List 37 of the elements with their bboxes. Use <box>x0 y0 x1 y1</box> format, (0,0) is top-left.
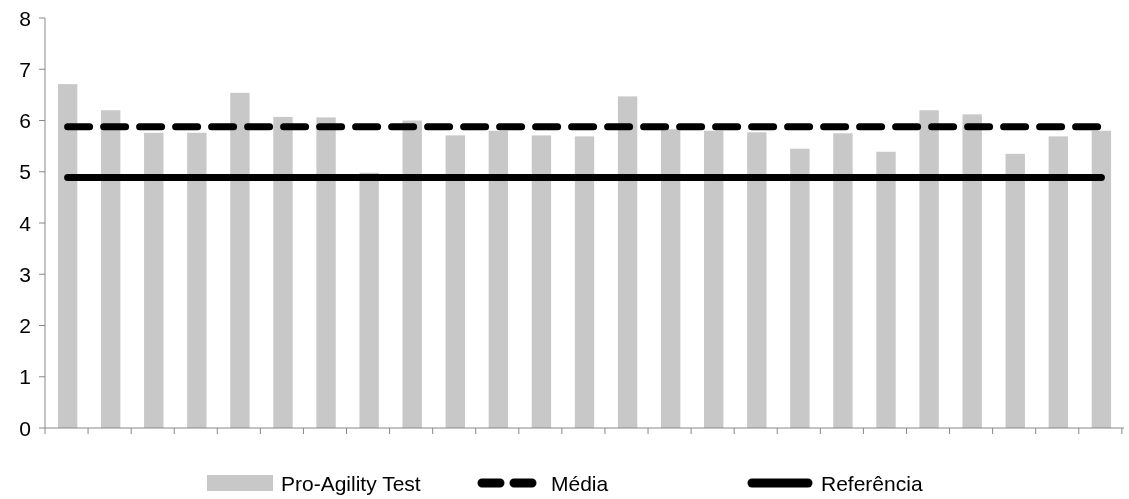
y-tick-label: 6 <box>19 109 31 132</box>
bar <box>1091 130 1112 428</box>
bar <box>1005 153 1025 428</box>
bar <box>57 84 78 428</box>
bar <box>445 135 465 428</box>
bar <box>187 132 207 428</box>
bar <box>962 114 982 428</box>
bar <box>833 133 853 428</box>
bar <box>101 110 121 428</box>
bar <box>402 120 422 428</box>
bar <box>876 151 896 428</box>
bar <box>617 96 638 428</box>
legend-label: Média <box>551 471 609 495</box>
y-tick-label: 0 <box>19 416 31 440</box>
y-tick-label: 1 <box>19 365 31 389</box>
legend-label: Referência <box>821 471 923 495</box>
y-tick-label: 2 <box>19 314 31 337</box>
bar <box>919 110 939 428</box>
bar <box>574 136 595 428</box>
bar <box>359 172 379 428</box>
y-tick-label: 3 <box>19 262 31 286</box>
legend-label: Pro-Agility Test <box>281 471 421 495</box>
bar <box>747 132 767 428</box>
bar <box>316 117 336 428</box>
y-tick-label: 5 <box>19 160 31 184</box>
y-tick-label: 8 <box>19 6 31 30</box>
bar <box>790 148 810 428</box>
bar <box>531 135 552 428</box>
bar <box>660 129 681 428</box>
bar <box>488 130 509 428</box>
bar <box>273 116 293 428</box>
bar <box>144 132 164 428</box>
y-tick-label: 7 <box>19 57 31 81</box>
bar <box>1048 136 1068 428</box>
bar <box>230 92 250 428</box>
bar <box>704 130 724 428</box>
y-tick-label: 4 <box>19 211 32 235</box>
